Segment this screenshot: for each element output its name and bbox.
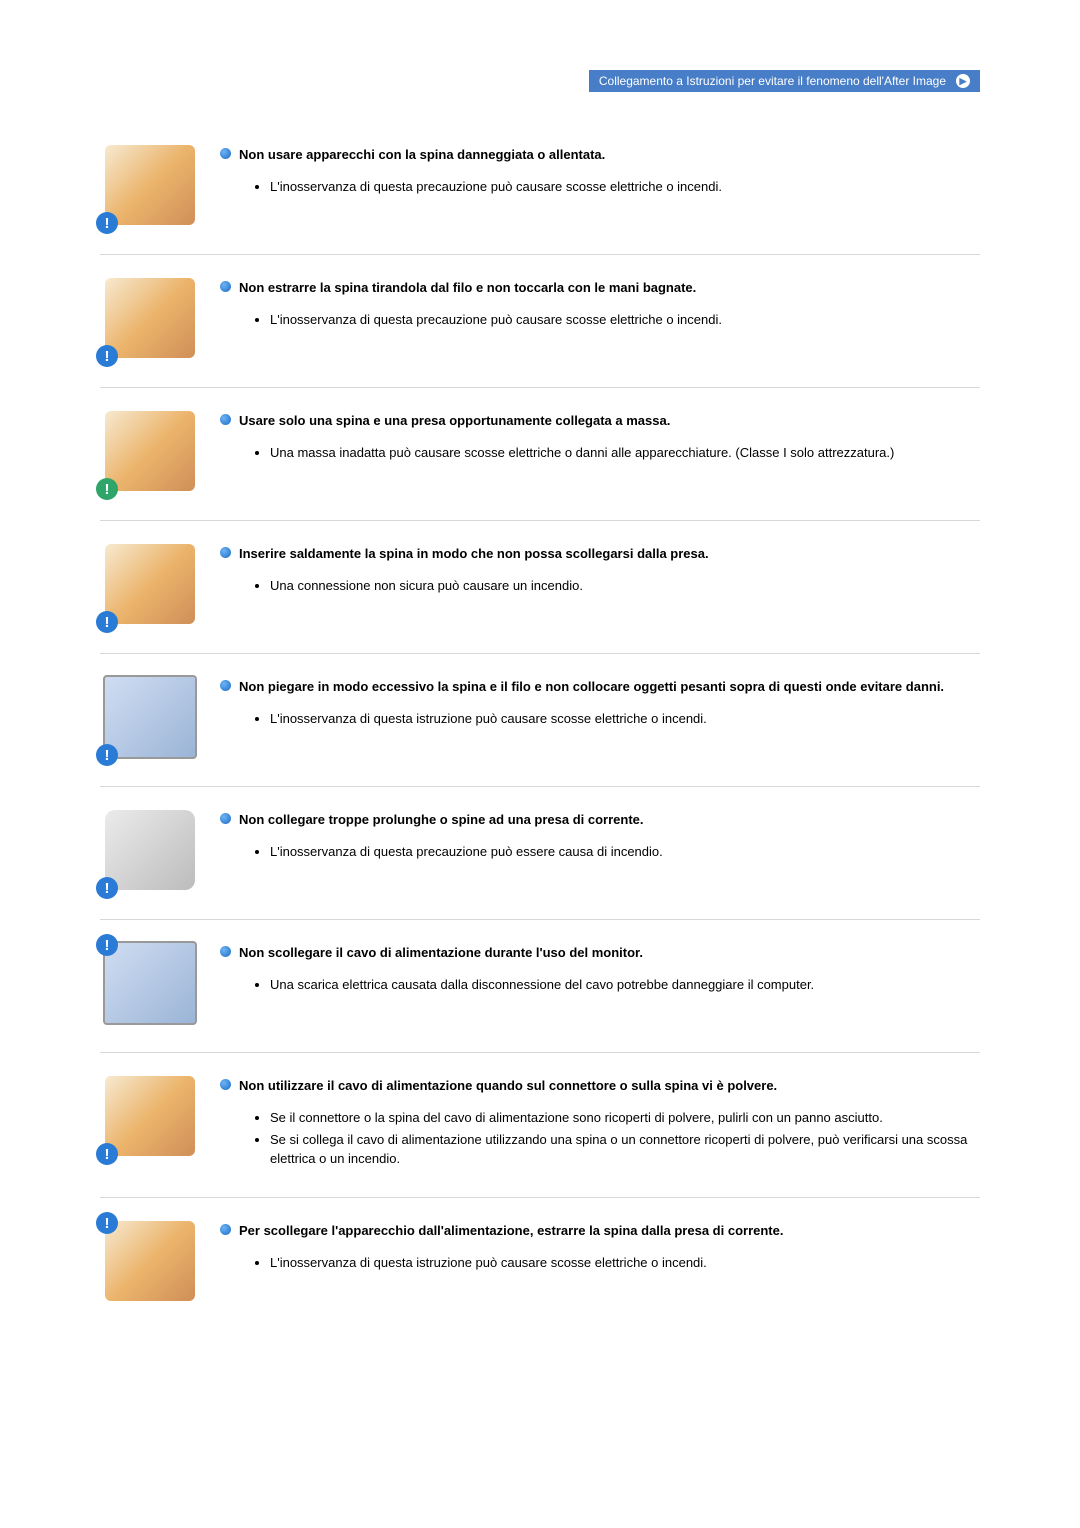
safety-item-title-row: Non utilizzare il cavo di alimentazione … [220, 1077, 980, 1095]
safety-item: Non collegare troppe prolunghe o spine a… [100, 787, 980, 920]
safety-illustration [100, 805, 200, 895]
warning-badge-icon [96, 1212, 118, 1234]
safety-item-title: Non utilizzare il cavo di alimentazione … [239, 1077, 777, 1095]
safety-item-title-row: Usare solo una spina e una presa opportu… [220, 412, 980, 430]
safety-item-title: Non scollegare il cavo di alimentazione … [239, 944, 643, 962]
safety-item-content: Non usare apparecchi con la spina danneg… [220, 140, 980, 200]
illustration-graphic [105, 1076, 195, 1156]
safety-item-details: Una massa inadatta può causare scosse el… [220, 444, 980, 463]
warning-badge-icon [96, 934, 118, 956]
safety-item-title-row: Per scollegare l'apparecchio dall'alimen… [220, 1222, 980, 1240]
bullet-icon [220, 1224, 231, 1235]
bullet-icon [220, 281, 231, 292]
safety-items-list: Non usare apparecchi con la spina danneg… [100, 122, 980, 1330]
safety-item-title-row: Non piegare in modo eccessivo la spina e… [220, 678, 980, 696]
safety-item-content: Non collegare troppe prolunghe o spine a… [220, 805, 980, 865]
bullet-icon [220, 680, 231, 691]
safety-item-content: Usare solo una spina e una presa opportu… [220, 406, 980, 466]
safety-illustration [100, 1216, 200, 1306]
safety-item-content: Inserire saldamente la spina in modo che… [220, 539, 980, 599]
warning-badge-icon [96, 611, 118, 633]
safety-item-title: Non piegare in modo eccessivo la spina e… [239, 678, 944, 696]
arrow-icon: ▶ [956, 74, 970, 88]
safety-item: Non estrarre la spina tirandola dal filo… [100, 255, 980, 388]
safety-item: Usare solo una spina e una presa opportu… [100, 388, 980, 521]
safety-item-details: L'inosservanza di questa istruzione può … [220, 1254, 980, 1273]
safety-detail-text: Se il connettore o la spina del cavo di … [270, 1109, 980, 1128]
illustration-graphic [105, 1221, 195, 1301]
illustration-graphic [103, 675, 197, 759]
safety-detail-text: L'inosservanza di questa precauzione può… [270, 843, 980, 862]
safety-item-title: Non estrarre la spina tirandola dal filo… [239, 279, 696, 297]
safety-illustration [100, 539, 200, 629]
safety-detail-text: Una connessione non sicura può causare u… [270, 577, 980, 596]
safety-item-title: Non usare apparecchi con la spina danneg… [239, 146, 605, 164]
warning-badge-icon [96, 345, 118, 367]
warning-badge-icon [96, 212, 118, 234]
after-image-link[interactable]: Collegamento a Istruzioni per evitare il… [589, 70, 980, 92]
safety-item: Non scollegare il cavo di alimentazione … [100, 920, 980, 1053]
banner-text: Collegamento a Istruzioni per evitare il… [599, 74, 946, 88]
illustration-graphic [105, 810, 195, 890]
safety-item-title-row: Inserire saldamente la spina in modo che… [220, 545, 980, 563]
safety-item-title: Inserire saldamente la spina in modo che… [239, 545, 709, 563]
safety-item-details: Se il connettore o la spina del cavo di … [220, 1109, 980, 1170]
safety-detail-text: L'inosservanza di questa precauzione può… [270, 311, 980, 330]
safety-item-title-row: Non usare apparecchi con la spina danneg… [220, 146, 980, 164]
safety-item-title: Per scollegare l'apparecchio dall'alimen… [239, 1222, 783, 1240]
safety-item-details: Una connessione non sicura può causare u… [220, 577, 980, 596]
illustration-graphic [105, 411, 195, 491]
safety-detail-text: L'inosservanza di questa precauzione può… [270, 178, 980, 197]
safety-illustration [100, 140, 200, 230]
bullet-icon [220, 946, 231, 957]
safety-item-title: Usare solo una spina e una presa opportu… [239, 412, 670, 430]
safety-item: Non usare apparecchi con la spina danneg… [100, 122, 980, 255]
safety-item-details: L'inosservanza di questa precauzione può… [220, 178, 980, 197]
safety-item-content: Non scollegare il cavo di alimentazione … [220, 938, 980, 998]
illustration-graphic [105, 544, 195, 624]
safety-item-content: Per scollegare l'apparecchio dall'alimen… [220, 1216, 980, 1276]
safety-detail-text: Se si collega il cavo di alimentazione u… [270, 1131, 980, 1169]
safety-item-details: Una scarica elettrica causata dalla disc… [220, 976, 980, 995]
document-page: Collegamento a Istruzioni per evitare il… [0, 0, 1080, 1370]
safety-item-title: Non collegare troppe prolunghe o spine a… [239, 811, 644, 829]
safety-item-content: Non piegare in modo eccessivo la spina e… [220, 672, 980, 732]
safety-item-details: L'inosservanza di questa precauzione può… [220, 311, 980, 330]
illustration-graphic [103, 941, 197, 1025]
safety-item-title-row: Non collegare troppe prolunghe o spine a… [220, 811, 980, 829]
safety-item: Non piegare in modo eccessivo la spina e… [100, 654, 980, 787]
safety-item-title-row: Non estrarre la spina tirandola dal filo… [220, 279, 980, 297]
safety-illustration [100, 406, 200, 496]
safety-item-details: L'inosservanza di questa istruzione può … [220, 710, 980, 729]
warning-badge-icon [96, 478, 118, 500]
safety-item: Non utilizzare il cavo di alimentazione … [100, 1053, 980, 1198]
safety-illustration [100, 672, 200, 762]
bullet-icon [220, 813, 231, 824]
bullet-icon [220, 1079, 231, 1090]
safety-item-title-row: Non scollegare il cavo di alimentazione … [220, 944, 980, 962]
warning-badge-icon [96, 877, 118, 899]
safety-item-content: Non utilizzare il cavo di alimentazione … [220, 1071, 980, 1173]
warning-badge-icon [96, 1143, 118, 1165]
bullet-icon [220, 148, 231, 159]
safety-detail-text: Una scarica elettrica causata dalla disc… [270, 976, 980, 995]
bullet-icon [220, 414, 231, 425]
illustration-graphic [105, 145, 195, 225]
banner-row: Collegamento a Istruzioni per evitare il… [100, 70, 980, 92]
safety-detail-text: L'inosservanza di questa istruzione può … [270, 1254, 980, 1273]
safety-illustration [100, 1071, 200, 1161]
warning-badge-icon [96, 744, 118, 766]
safety-detail-text: L'inosservanza di questa istruzione può … [270, 710, 980, 729]
illustration-graphic [105, 278, 195, 358]
safety-illustration [100, 273, 200, 363]
bullet-icon [220, 547, 231, 558]
safety-item-content: Non estrarre la spina tirandola dal filo… [220, 273, 980, 333]
safety-detail-text: Una massa inadatta può causare scosse el… [270, 444, 980, 463]
safety-item-details: L'inosservanza di questa precauzione può… [220, 843, 980, 862]
safety-item: Inserire saldamente la spina in modo che… [100, 521, 980, 654]
safety-illustration [100, 938, 200, 1028]
safety-item: Per scollegare l'apparecchio dall'alimen… [100, 1198, 980, 1330]
